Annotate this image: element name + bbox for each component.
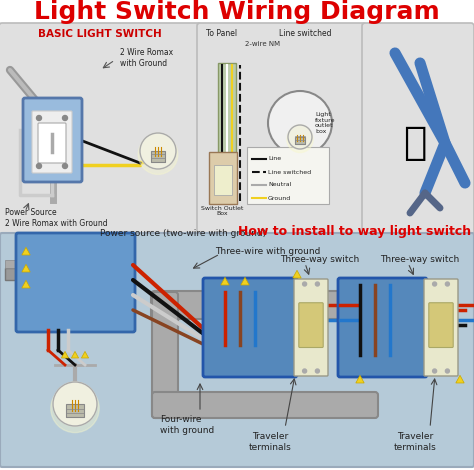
FancyBboxPatch shape	[294, 279, 328, 376]
Text: Line switched: Line switched	[268, 170, 311, 174]
Circle shape	[51, 384, 99, 432]
Circle shape	[433, 282, 437, 286]
Text: Light
fixture
outlet
box: Light fixture outlet box	[315, 112, 336, 134]
Text: Four-wire
with ground: Four-wire with ground	[160, 415, 214, 435]
FancyBboxPatch shape	[0, 233, 474, 467]
Polygon shape	[22, 247, 30, 255]
Polygon shape	[22, 264, 30, 272]
Text: Light Switch Wiring Diagram: Light Switch Wiring Diagram	[34, 0, 440, 24]
Text: Power Source
2 Wire Romax with Ground: Power Source 2 Wire Romax with Ground	[5, 208, 108, 227]
Circle shape	[302, 282, 307, 286]
Text: BASIC LIGHT SWITCH: BASIC LIGHT SWITCH	[38, 29, 162, 39]
Text: Three-wire with ground: Three-wire with ground	[215, 248, 320, 257]
Text: To Panel: To Panel	[207, 29, 237, 38]
Text: Traveler
terminals: Traveler terminals	[249, 432, 292, 452]
FancyBboxPatch shape	[151, 291, 379, 319]
FancyBboxPatch shape	[66, 404, 84, 417]
Text: 🤖: 🤖	[403, 124, 427, 162]
FancyBboxPatch shape	[338, 278, 427, 377]
FancyBboxPatch shape	[218, 63, 236, 203]
Circle shape	[288, 125, 312, 149]
Polygon shape	[293, 270, 301, 278]
Circle shape	[36, 116, 42, 120]
Polygon shape	[72, 352, 79, 358]
FancyBboxPatch shape	[16, 233, 135, 332]
Circle shape	[138, 135, 178, 174]
Circle shape	[63, 164, 67, 169]
FancyBboxPatch shape	[295, 137, 305, 144]
Circle shape	[53, 382, 97, 426]
Circle shape	[287, 126, 313, 153]
Circle shape	[315, 369, 319, 373]
FancyBboxPatch shape	[152, 292, 178, 418]
Circle shape	[315, 282, 319, 286]
Text: Neutral: Neutral	[268, 182, 292, 188]
Text: Three-way switch: Three-way switch	[280, 256, 359, 265]
FancyBboxPatch shape	[247, 147, 329, 204]
FancyBboxPatch shape	[424, 279, 458, 376]
Polygon shape	[22, 280, 30, 288]
Text: Traveler
terminals: Traveler terminals	[393, 432, 437, 452]
Circle shape	[446, 369, 449, 373]
FancyBboxPatch shape	[429, 303, 453, 347]
FancyBboxPatch shape	[152, 392, 378, 418]
Circle shape	[36, 164, 42, 169]
Circle shape	[268, 91, 332, 155]
Circle shape	[433, 369, 437, 373]
FancyBboxPatch shape	[362, 23, 474, 236]
Polygon shape	[356, 376, 364, 383]
Text: Ground: Ground	[268, 196, 291, 201]
Text: Power source (two-wire with ground): Power source (two-wire with ground)	[100, 229, 266, 238]
FancyBboxPatch shape	[203, 278, 297, 377]
FancyBboxPatch shape	[299, 303, 323, 347]
Text: Three-way switch: Three-way switch	[380, 256, 459, 265]
FancyBboxPatch shape	[209, 152, 237, 204]
Polygon shape	[241, 277, 249, 285]
FancyBboxPatch shape	[38, 123, 66, 163]
Circle shape	[302, 369, 307, 373]
FancyBboxPatch shape	[5, 268, 35, 280]
Text: 2-wire NM: 2-wire NM	[246, 41, 281, 47]
FancyBboxPatch shape	[0, 23, 201, 236]
FancyBboxPatch shape	[5, 260, 35, 268]
Text: How to install to way light switch: How to install to way light switch	[238, 225, 472, 238]
Polygon shape	[82, 352, 89, 358]
Circle shape	[140, 133, 176, 169]
Text: Line: Line	[268, 157, 281, 162]
Text: Line switched: Line switched	[279, 29, 331, 38]
FancyBboxPatch shape	[151, 151, 165, 162]
Polygon shape	[62, 352, 69, 358]
Polygon shape	[456, 376, 464, 383]
Text: 2 Wire Romax
with Ground: 2 Wire Romax with Ground	[120, 48, 173, 68]
Circle shape	[63, 116, 67, 120]
Text: Switch Outlet
Box: Switch Outlet Box	[201, 205, 243, 216]
FancyBboxPatch shape	[197, 23, 366, 236]
FancyBboxPatch shape	[214, 165, 232, 195]
Polygon shape	[221, 277, 229, 285]
FancyBboxPatch shape	[32, 111, 72, 173]
Circle shape	[446, 282, 449, 286]
FancyBboxPatch shape	[23, 98, 82, 182]
